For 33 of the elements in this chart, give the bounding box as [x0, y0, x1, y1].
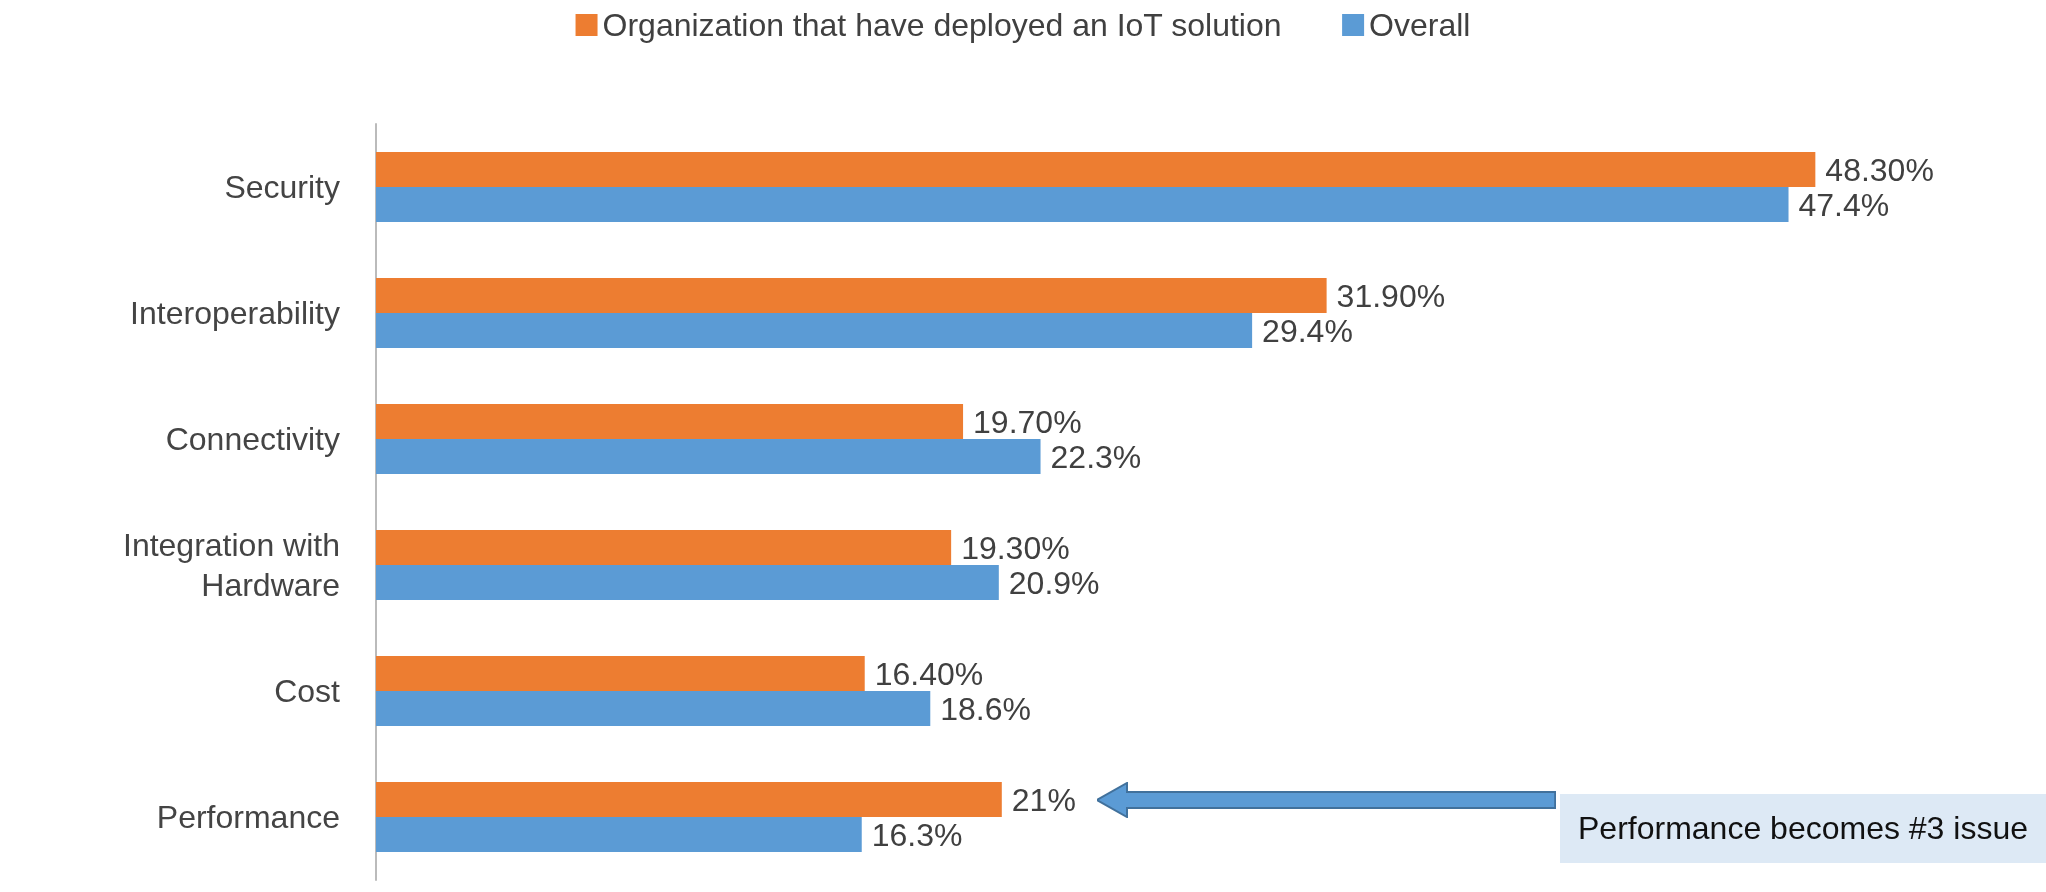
- bar: [376, 817, 862, 852]
- data-label: 47.4%: [1798, 186, 1890, 223]
- bar: [376, 404, 964, 439]
- bar: [376, 782, 1002, 817]
- y-tick-label: Cost: [274, 673, 341, 709]
- data-label: 29.4%: [1262, 312, 1353, 349]
- y-tick-label: Performance: [156, 799, 340, 835]
- annotation: Performance becomes #3 issue: [1560, 794, 2046, 863]
- data-label: 21%: [1011, 781, 1076, 818]
- data-label: 19.70%: [973, 403, 1082, 440]
- bar: [376, 152, 1816, 187]
- bar: [376, 530, 952, 565]
- bar: [376, 565, 999, 600]
- bar: [376, 313, 1253, 348]
- y-tick-label: Integration with Hardware: [122, 527, 340, 603]
- data-label: 20.9%: [1008, 564, 1100, 601]
- data-label: 16.3%: [871, 816, 963, 853]
- data-label: 19.30%: [961, 529, 1070, 566]
- bar: [376, 439, 1041, 474]
- legend-label: Overall: [1369, 7, 1471, 43]
- bar: [376, 187, 1789, 222]
- data-label: 31.90%: [1336, 277, 1446, 314]
- data-label: 22.3%: [1050, 438, 1142, 475]
- bar: [376, 656, 865, 691]
- bar: [376, 278, 1327, 313]
- y-tick-label: Interoperability: [130, 295, 340, 331]
- legend-label: Organization that have deployed an IoT solution: [602, 7, 1282, 43]
- bar: [376, 691, 931, 726]
- y-tick-label: Security: [224, 169, 340, 205]
- data-label: 48.30%: [1825, 151, 1934, 188]
- y-tick-label: Connectivity: [165, 421, 340, 457]
- data-label: 16.40%: [874, 655, 984, 692]
- data-label: 18.6%: [940, 690, 1032, 727]
